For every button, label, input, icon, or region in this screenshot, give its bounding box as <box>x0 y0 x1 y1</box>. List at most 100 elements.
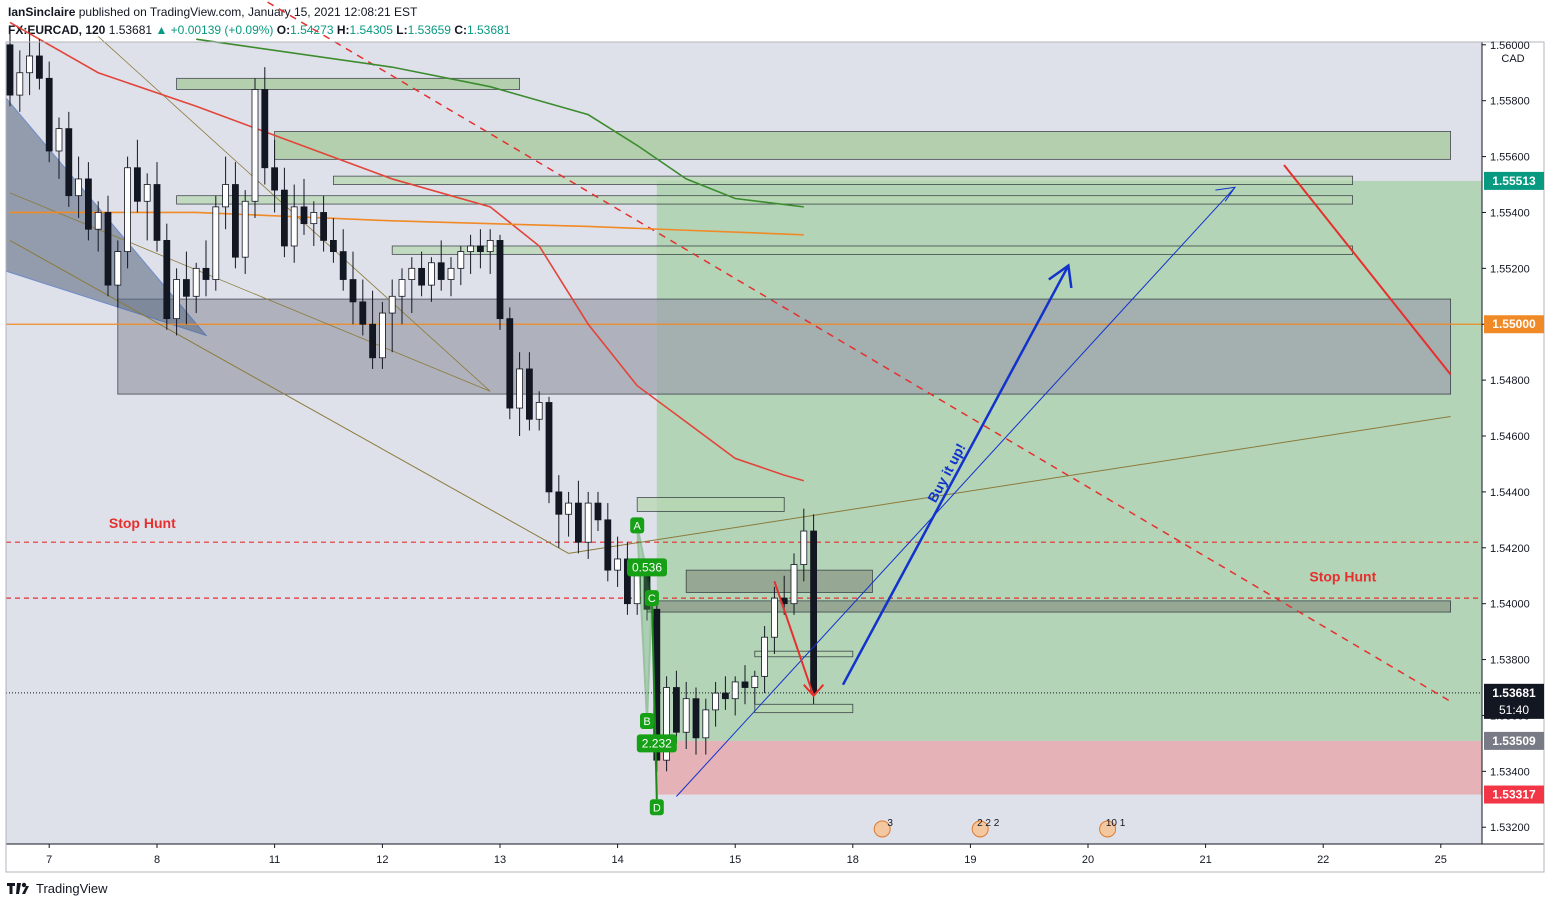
candle-body <box>133 167 141 202</box>
y-tick-label: 1.54400 <box>1490 487 1530 499</box>
x-tick-label: 19 <box>964 854 976 866</box>
candle-body <box>271 167 279 191</box>
tradingview-logo-icon[interactable] <box>6 880 30 896</box>
candle-body <box>447 267 455 280</box>
candle-body <box>418 267 426 286</box>
x-tick-label: 21 <box>1199 854 1211 866</box>
moving-average-line <box>196 38 804 208</box>
candle-body <box>388 295 396 314</box>
candle-body <box>310 212 318 225</box>
candle-body <box>202 267 210 280</box>
target-arrow <box>676 186 1236 797</box>
candle-body <box>673 687 680 733</box>
footer-brand[interactable]: TradingView <box>36 880 108 896</box>
candle-body <box>467 245 475 252</box>
y-tick-label: 1.56000 <box>1490 40 1530 52</box>
candle-body <box>712 692 719 711</box>
drop-arrow <box>773 581 815 697</box>
symbol-name[interactable]: FX:EURCAD, 120 <box>8 23 106 37</box>
trend-line <box>9 239 569 554</box>
candle-body <box>359 301 367 325</box>
candle-body <box>65 128 73 197</box>
candles-layer <box>6 28 817 772</box>
candle-body <box>535 402 543 420</box>
price-label-text: 1.53681 <box>1492 686 1536 700</box>
candle-body <box>329 240 337 252</box>
price-label-box <box>1484 785 1544 804</box>
zone-box <box>391 245 1354 255</box>
author-name[interactable]: IanSinclaire <box>8 5 76 19</box>
candle-body <box>476 245 484 252</box>
candle-body <box>663 687 670 761</box>
zone-box <box>646 600 1451 613</box>
candle-body <box>231 184 239 258</box>
price-label-box <box>1484 731 1544 750</box>
y-tick-label: 1.54000 <box>1490 599 1530 611</box>
candle-body <box>85 178 92 230</box>
candle-body <box>584 502 592 543</box>
candle-body <box>182 279 190 297</box>
low-label: L: <box>396 23 408 37</box>
candle-body <box>104 212 112 286</box>
candle-body <box>761 636 768 677</box>
y-tick-label: 1.54600 <box>1490 431 1530 443</box>
candle-body <box>241 200 249 258</box>
trend-line <box>1283 164 1452 376</box>
candle-body <box>516 368 523 409</box>
y-axis-ticks: 1.532001.534001.536001.538001.540001.542… <box>1482 40 1530 834</box>
close-label: C: <box>454 23 467 37</box>
candle-body <box>565 502 572 515</box>
candle-body <box>26 55 34 74</box>
y-tick-label: 1.53800 <box>1490 655 1530 667</box>
symbol-info: FX:EURCAD, 120 1.53681 ▲ +0.00139 (+0.09… <box>8 23 510 37</box>
candle-body <box>143 184 151 202</box>
price-label-text: 1.55513 <box>1492 174 1536 188</box>
candle-body <box>45 77 53 152</box>
candle-body <box>741 681 749 688</box>
candle-body <box>800 530 808 565</box>
candle-body <box>555 491 563 515</box>
y-tick-label: 1.54800 <box>1490 375 1530 387</box>
countdown-box <box>1484 700 1544 719</box>
candle-body <box>722 692 729 700</box>
publish-info: IanSinclaire published on TradingView.co… <box>8 5 417 19</box>
pattern-point-label: D <box>653 802 661 814</box>
candle-body <box>222 184 230 208</box>
candle-body <box>486 240 494 252</box>
pattern-ratio <box>627 558 667 577</box>
candle-body <box>349 279 357 303</box>
candle-body <box>320 212 328 241</box>
y-tick-label: 1.55600 <box>1490 152 1530 164</box>
moving-average-line <box>10 211 804 236</box>
candle-body <box>300 206 308 225</box>
x-tick-label: 25 <box>1435 854 1447 866</box>
time-axis[interactable] <box>6 844 1482 872</box>
buy-arrow <box>841 264 1070 686</box>
candle-body <box>163 240 171 320</box>
candle-body <box>251 89 259 202</box>
candle-body <box>427 262 435 286</box>
candle-body <box>624 558 631 605</box>
annotation-text: Stop Hunt <box>109 515 176 531</box>
currency-unit: CAD <box>1501 53 1524 65</box>
candle-body <box>545 402 553 493</box>
event-marker <box>1099 820 1117 838</box>
harmonic-pattern: A B C D 0.536 2.232 <box>627 517 677 816</box>
event-marker <box>971 820 989 838</box>
candle-body <box>398 279 406 297</box>
event-marker-count: 10 1 <box>1106 818 1126 829</box>
pattern-point-label: C <box>648 593 656 605</box>
price-label-text: 1.55000 <box>1492 317 1536 331</box>
event-marker-count: 3 <box>887 818 893 829</box>
candle-body <box>457 251 465 269</box>
candle-body <box>810 530 817 694</box>
candle-body <box>261 89 269 169</box>
candle-body <box>75 178 82 197</box>
moving-average-line <box>9 21 805 482</box>
candle-body <box>339 251 347 280</box>
price-label-box <box>1484 315 1544 334</box>
candle-body <box>771 597 778 638</box>
zone-box <box>636 497 785 512</box>
zone-box <box>176 195 1354 205</box>
